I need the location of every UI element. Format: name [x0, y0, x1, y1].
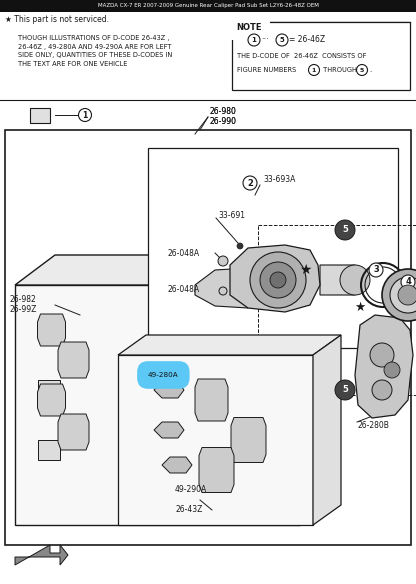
Text: 2: 2: [247, 179, 253, 187]
Polygon shape: [118, 335, 341, 355]
Polygon shape: [199, 447, 234, 492]
Bar: [232, 22, 410, 90]
Text: 5: 5: [360, 68, 364, 72]
Circle shape: [237, 243, 243, 249]
Circle shape: [260, 262, 296, 298]
Text: 33-691: 33-691: [218, 210, 245, 220]
Circle shape: [79, 109, 92, 121]
Bar: [38, 440, 60, 460]
Polygon shape: [15, 545, 68, 565]
Text: MAZDA CX-7 ER 2007-2009 Genuine Rear Caliper Pad Sub Set L2Y6-26-48Z OEM: MAZDA CX-7 ER 2007-2009 Genuine Rear Cal…: [98, 4, 318, 9]
Bar: [0, 0, 416, 12]
Circle shape: [372, 380, 392, 400]
Text: ★: ★: [299, 263, 311, 277]
Text: 26-280B: 26-280B: [358, 420, 390, 429]
Text: ···: ···: [261, 36, 269, 44]
Circle shape: [335, 220, 355, 240]
Text: 3: 3: [373, 266, 379, 274]
Text: 26-982: 26-982: [10, 296, 37, 304]
Bar: [148, 148, 398, 348]
Circle shape: [382, 269, 416, 321]
Polygon shape: [37, 384, 65, 416]
Circle shape: [270, 272, 286, 288]
Circle shape: [335, 380, 355, 400]
Circle shape: [370, 343, 394, 367]
Text: 5: 5: [342, 225, 348, 235]
Circle shape: [336, 381, 354, 399]
Text: THOUGH ILLUSTRATIONS OF D-CODE 26-43Z ,
26-46Z , 49-280A AND 49-290A ARE FOR LEF: THOUGH ILLUSTRATIONS OF D-CODE 26-43Z , …: [18, 35, 172, 67]
Polygon shape: [154, 382, 184, 398]
Text: THROUGH: THROUGH: [321, 67, 359, 73]
Polygon shape: [313, 335, 341, 525]
Bar: [38, 380, 60, 400]
Polygon shape: [320, 265, 360, 295]
Polygon shape: [231, 418, 266, 463]
Polygon shape: [355, 315, 413, 418]
Bar: [15, 285, 300, 525]
Circle shape: [384, 362, 400, 378]
Text: ★ This part is not serviced.: ★ This part is not serviced.: [5, 15, 109, 23]
Text: FIGURE NUMBERS: FIGURE NUMBERS: [237, 67, 300, 73]
Bar: [30, 108, 50, 123]
Polygon shape: [58, 414, 89, 450]
Text: .: .: [369, 67, 371, 73]
Text: 26-99Z: 26-99Z: [10, 305, 37, 315]
Text: 26-990: 26-990: [210, 117, 237, 127]
Circle shape: [390, 277, 416, 313]
Text: 1: 1: [252, 37, 256, 43]
Bar: [258, 225, 416, 395]
Text: 49-280A: 49-280A: [148, 372, 179, 378]
Text: 5: 5: [342, 385, 348, 395]
Text: 26-048A: 26-048A: [168, 286, 200, 294]
Circle shape: [276, 34, 288, 46]
Circle shape: [248, 34, 260, 46]
Text: 26-43Z: 26-43Z: [175, 506, 202, 515]
Circle shape: [218, 256, 228, 266]
Polygon shape: [58, 342, 89, 378]
Polygon shape: [37, 314, 65, 346]
Polygon shape: [15, 255, 340, 285]
Circle shape: [340, 265, 370, 295]
Circle shape: [369, 263, 383, 277]
Polygon shape: [230, 245, 320, 312]
Text: NOTE: NOTE: [236, 23, 262, 32]
Polygon shape: [300, 255, 340, 525]
Text: 49-290A: 49-290A: [175, 485, 207, 495]
Circle shape: [398, 285, 416, 305]
Text: 26-980: 26-980: [210, 107, 237, 116]
Text: ★: ★: [354, 301, 366, 314]
Circle shape: [250, 252, 306, 308]
Text: 4: 4: [405, 277, 411, 287]
Circle shape: [357, 64, 367, 75]
Circle shape: [219, 287, 227, 295]
Polygon shape: [195, 268, 248, 308]
Bar: [5, 130, 411, 545]
Text: 33-693A: 33-693A: [263, 176, 295, 185]
Bar: [38, 320, 60, 340]
Polygon shape: [195, 379, 228, 421]
Text: 1: 1: [312, 68, 316, 72]
Circle shape: [243, 176, 257, 190]
Circle shape: [309, 64, 319, 75]
Text: THE D-CODE OF  26-46Z  CONSISTS OF: THE D-CODE OF 26-46Z CONSISTS OF: [237, 53, 366, 59]
Text: 1: 1: [82, 110, 88, 120]
Circle shape: [336, 221, 354, 239]
Circle shape: [401, 275, 415, 289]
Bar: [118, 355, 313, 525]
Text: 5: 5: [280, 37, 285, 43]
Polygon shape: [162, 457, 192, 473]
Polygon shape: [154, 422, 184, 438]
Text: 26-990: 26-990: [210, 117, 237, 127]
Text: 26-980: 26-980: [210, 107, 237, 116]
Text: = 26-46Z: = 26-46Z: [289, 36, 325, 44]
Text: 26-048A: 26-048A: [168, 249, 200, 258]
